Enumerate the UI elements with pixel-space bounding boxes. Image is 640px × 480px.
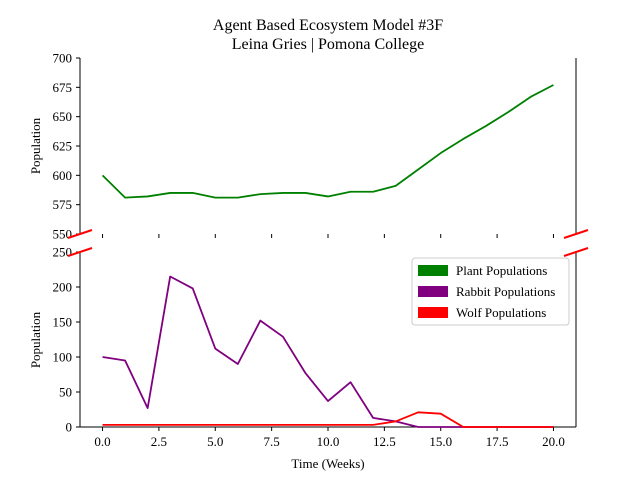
legend-box (411, 257, 570, 326)
bottom-y-tick-label: 0 (66, 420, 73, 435)
top-y-tick-label: 675 (53, 80, 73, 95)
x-tick-label: 12.5 (373, 434, 396, 449)
x-axis-label: Time (Weeks) (291, 456, 364, 471)
wolf-populations-legend-swatch (418, 307, 448, 318)
rabbit-populations-legend-label: Rabbit Populations (456, 284, 555, 299)
x-tick-label: 7.5 (264, 434, 280, 449)
wolf-populations-line (102, 411, 554, 428)
x-tick-label: 10.0 (317, 434, 340, 449)
legend: Plant Populations Rabbit Populations Wolf … (411, 257, 570, 326)
plant-populations-legend-label: Plant Populations (456, 263, 547, 278)
top-y-tick-label: 575 (53, 197, 73, 212)
rabbit-populations-legend-swatch (418, 286, 448, 297)
x-tick-label: 20.0 (542, 434, 565, 449)
bottom-y-tick-label: 150 (53, 315, 73, 330)
x-tick-label: 2.5 (151, 434, 167, 449)
top-y-tick-label: 700 (53, 51, 73, 66)
x-tick-label: 0.0 (94, 434, 110, 449)
plant-populations-line (101, 84, 554, 199)
bottom-y-axis-label: Population (28, 311, 43, 368)
x-tick-label: 15.0 (429, 434, 452, 449)
chart-subtitle: Leina Gries | Pomona College (232, 36, 425, 53)
axis-break-mark (563, 229, 589, 239)
top-y-tick-label: 550 (53, 227, 73, 242)
top-y-tick-label: 650 (53, 109, 73, 124)
bottom-y-tick-label: 50 (59, 385, 72, 400)
plant-populations-legend-swatch (418, 265, 448, 276)
bottom-y-tick-label: 250 (53, 245, 73, 260)
bottom-y-tick-label: 200 (53, 280, 73, 295)
wolf-populations-legend-label: Wolf Populations (456, 305, 546, 320)
axis-break-mark (67, 229, 93, 239)
top-y-axis-label: Population (28, 117, 43, 174)
chart-title: Agent Based Ecosystem Model #3F (213, 17, 443, 34)
x-tick-label: 5.0 (207, 434, 223, 449)
axis-break-mark (67, 247, 93, 257)
top-y-tick-label: 625 (53, 139, 73, 154)
bottom-panel: 0 50 100 150 200 250 0.0 2.5 5.0 7.5 10.0 12.5 15.0 1… (53, 245, 589, 449)
top-panel: 550 575 600 625 650 675 700 (53, 51, 589, 242)
top-y-tick-label: 600 (53, 168, 73, 183)
x-tick-label: 17.5 (486, 434, 509, 449)
bottom-y-tick-label: 100 (53, 350, 73, 365)
axis-break-mark (563, 247, 589, 257)
